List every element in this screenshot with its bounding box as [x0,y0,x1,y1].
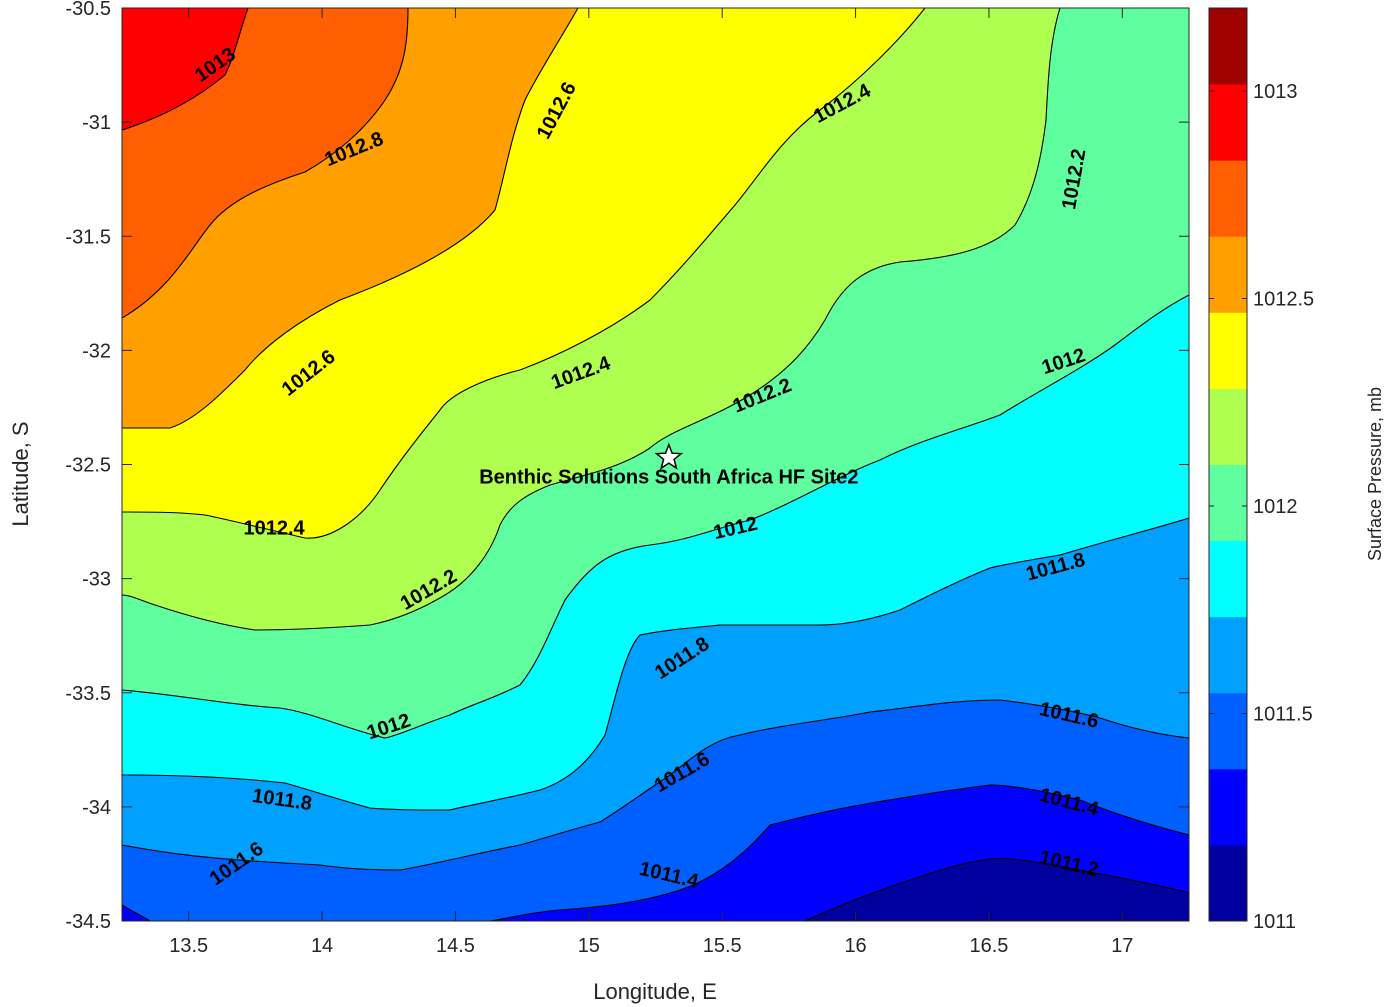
y-tick-label: -34 [82,797,111,819]
colorbar-block [1209,8,1247,85]
colorbar-block [1209,464,1247,542]
colorbar-tick-label: 1012.5 [1253,289,1314,311]
x-tick-label: 15 [578,935,600,957]
band-1012-2 [122,8,1060,630]
y-tick-label: -31 [82,112,111,134]
colorbar-block [1209,388,1247,465]
colorbar-label: Surface Pressure, mb [1365,387,1384,561]
y-axis-label: Latitude, S [8,421,33,526]
colorbar-block [1209,540,1247,618]
band-1012-4 [122,8,925,539]
x-tick-label: 14 [311,935,333,957]
colorbar-ticks: 1011 1011.5 1012 1012.5 1013 [1209,81,1314,933]
colorbar-tick-label: 1011.5 [1253,704,1313,726]
x-tick-label: 15.5 [703,935,742,957]
colorbar-block [1209,84,1247,161]
band-1011-6 [122,518,1189,870]
colorbar-block [1209,312,1247,389]
y-tick-label: -30.5 [65,0,111,20]
colorbar: 1011 1011.5 1012 1012.5 1013 Surface Pressur… [1208,7,1384,933]
contour-bands [122,8,1189,921]
y-tick-label: -32.5 [65,455,111,477]
colorbar-block [1209,768,1247,846]
colorbar-blocks [1209,8,1247,922]
x-tick-label: 13.5 [169,935,208,957]
band-1012-6 [122,8,578,428]
y-tick-label: -33.5 [65,683,111,705]
band-1012 [122,8,1189,738]
site-label: Benthic Solutions South Africa HF Site2 [479,467,858,489]
colorbar-block [1209,236,1247,313]
band-1013 [122,8,248,130]
colorbar-block [1209,692,1247,770]
band-1011-8 [122,295,1189,810]
y-tick-label: -34.5 [65,911,111,933]
colorbar-block [1209,160,1247,237]
site-annotation: Benthic Solutions South Africa HF Site2 [479,442,858,489]
x-axis: 13.5 14 14.5 15 15.5 16 16.5 17 [169,8,1133,957]
x-tick-label: 17 [1111,935,1133,957]
y-tick-label: -33 [82,569,111,591]
y-axis: -30.5 -31 -31.5 -32 -32.5 -33 -33.5 -34 -34.5 [65,0,1189,933]
colorbar-frame [1208,7,1248,922]
x-axis-label: Longitude, E [593,979,717,1004]
x-tick-label: 16.5 [969,935,1008,957]
colorbar-block [1209,844,1247,922]
x-tick-label: 16 [844,935,866,957]
band-1011-2 [490,785,1189,921]
colorbar-tick-label: 1012 [1253,496,1298,518]
colorbar-block [1209,616,1247,694]
band-1011-0 [805,858,1189,921]
y-tick-label: -32 [82,340,111,362]
colorbar-tick-label: 1013 [1253,81,1298,103]
band-1012-8 [122,8,408,318]
contour-lines [122,8,1189,921]
band-1011-4 [122,700,1189,921]
contour-label: 1012.4 [243,517,305,539]
site-star-marker [654,442,684,470]
x-tick-label: 14.5 [436,935,475,957]
colorbar-tick-label: 1011 [1253,911,1296,933]
y-tick-label: -31.5 [65,226,111,248]
